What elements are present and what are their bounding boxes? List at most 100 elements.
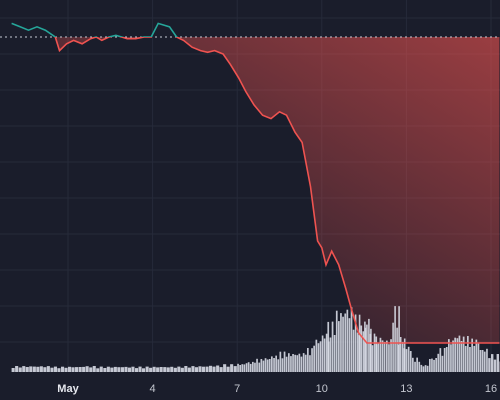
volume-bar xyxy=(433,359,435,372)
volume-bar xyxy=(450,344,452,372)
volume-bar xyxy=(22,366,26,372)
volume-bar xyxy=(82,366,86,372)
volume-bar xyxy=(443,348,446,372)
volume-bar xyxy=(488,358,491,372)
volume-bar xyxy=(233,366,237,372)
volume-bar xyxy=(409,351,412,372)
volume-bar xyxy=(317,343,320,372)
volume-bar xyxy=(422,366,425,372)
volume-bar xyxy=(491,354,494,372)
volume-bar xyxy=(241,364,244,372)
volume-bar xyxy=(96,368,100,372)
volume-bar xyxy=(264,358,267,372)
volume-bar xyxy=(78,367,82,372)
volume-bar xyxy=(416,357,418,372)
volume-bar xyxy=(131,366,135,372)
volume-bar xyxy=(390,339,392,372)
volume-bar xyxy=(302,353,305,372)
volume-bar xyxy=(243,364,246,372)
price-line xyxy=(11,22,500,344)
volume-bar xyxy=(258,362,261,372)
volume-bar xyxy=(15,366,19,372)
volume-bar xyxy=(462,336,465,372)
volume-bar xyxy=(392,322,394,372)
volume-bar xyxy=(352,329,355,372)
volume-bar xyxy=(350,307,353,372)
volume-bar xyxy=(325,333,328,372)
volume-bar xyxy=(313,345,315,372)
below-baseline-fill xyxy=(11,37,500,343)
volume-bar xyxy=(309,355,311,372)
volume-bar xyxy=(266,359,269,372)
volume-bar xyxy=(292,354,294,372)
volume-bar xyxy=(379,337,382,372)
volume-bar xyxy=(362,331,365,372)
volume-bar xyxy=(152,366,156,372)
volume-bar xyxy=(435,358,437,372)
volume-bar xyxy=(92,366,96,372)
volume-bar xyxy=(399,337,402,372)
volume-bar xyxy=(403,348,406,372)
volume-bar xyxy=(340,313,342,372)
volume-bar xyxy=(304,354,307,372)
volume-bar xyxy=(11,368,15,372)
volume-bar xyxy=(356,332,359,372)
x-axis: May 4 7 10 13 16 xyxy=(0,372,500,400)
volume-bar xyxy=(271,356,273,372)
volume-bar xyxy=(256,358,258,372)
volume-bar xyxy=(138,366,142,372)
volume-bar xyxy=(191,366,195,372)
volume-bar xyxy=(335,310,338,372)
volume-bar xyxy=(424,365,427,372)
volume-bar xyxy=(319,341,322,372)
volume-bar xyxy=(145,366,149,372)
volume-bar xyxy=(360,325,363,372)
volume-bar xyxy=(149,367,153,372)
volume-bar xyxy=(106,366,110,372)
volume-bar xyxy=(311,348,313,372)
volume-bar xyxy=(268,359,271,372)
volume-bar xyxy=(180,367,184,372)
volume-bar xyxy=(254,362,256,372)
volume-bar xyxy=(110,367,114,372)
volume-bar xyxy=(166,367,170,372)
volume-bar xyxy=(283,351,286,372)
volume-bar xyxy=(401,341,404,372)
volume-bar xyxy=(493,359,497,372)
volume-bar xyxy=(441,355,444,372)
volume-bar xyxy=(342,316,344,372)
price-line-below xyxy=(53,37,500,344)
volume-bar xyxy=(46,366,50,372)
volume-bar xyxy=(405,349,408,372)
x-tick-label: 16 xyxy=(485,383,497,395)
volume-bar xyxy=(407,346,410,372)
volume-bar xyxy=(473,345,476,372)
volume-bar xyxy=(89,367,93,372)
volume-bar xyxy=(307,348,309,372)
volume-bar xyxy=(479,350,482,372)
volume-bar xyxy=(368,318,370,372)
volume-bar xyxy=(338,321,340,372)
volume-bar xyxy=(315,339,318,372)
x-tick-label: 10 xyxy=(316,383,328,395)
volume-bar xyxy=(262,360,265,372)
volume-bar xyxy=(381,340,384,372)
volume-bar xyxy=(39,366,43,372)
volume-bar xyxy=(279,351,282,372)
volume-bar xyxy=(329,337,332,372)
volume-bar xyxy=(486,348,488,372)
volume-bar xyxy=(18,367,22,372)
volume-bar xyxy=(414,361,416,372)
volume-bar xyxy=(348,318,351,372)
volume-bar xyxy=(249,363,252,372)
volume-bar xyxy=(481,350,484,372)
volume-bar xyxy=(412,357,414,372)
volume-bar xyxy=(418,361,421,372)
volume-bar xyxy=(209,365,213,372)
volume-bar xyxy=(371,345,374,372)
volume-bar xyxy=(346,309,349,372)
volume-bar xyxy=(159,367,163,372)
volume-bar xyxy=(298,353,301,372)
